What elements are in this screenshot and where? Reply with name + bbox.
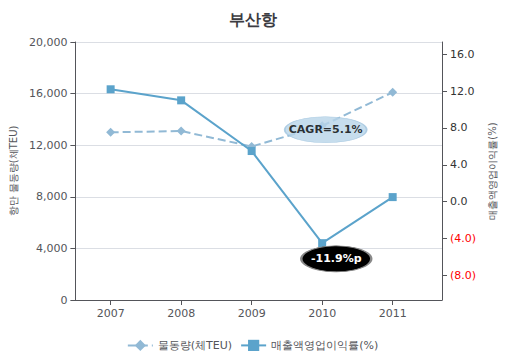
- svg-text:2008: 2008: [167, 307, 195, 320]
- svg-text:16.0: 16.0: [450, 48, 475, 61]
- svg-text:8,000: 8,000: [36, 190, 68, 203]
- svg-text:2009: 2009: [238, 307, 266, 320]
- svg-text:부산항: 부산항: [229, 10, 277, 29]
- svg-text:12.0: 12.0: [450, 85, 475, 98]
- svg-text:4,000: 4,000: [36, 242, 68, 255]
- svg-text:4.0: 4.0: [450, 158, 468, 171]
- svg-text:2010: 2010: [308, 307, 336, 320]
- svg-text:2011: 2011: [379, 307, 407, 320]
- svg-text:8.0: 8.0: [450, 121, 468, 134]
- svg-text:12,000: 12,000: [29, 139, 68, 152]
- svg-text:0: 0: [60, 294, 67, 307]
- svg-text:16,000: 16,000: [29, 87, 68, 100]
- svg-text:2007: 2007: [97, 307, 125, 320]
- svg-text:매출액영업이익률(%): 매출액영업이익률(%): [487, 122, 498, 219]
- svg-text:(8.0): (8.0): [450, 269, 476, 282]
- svg-text:(4.0): (4.0): [450, 232, 476, 245]
- svg-text:물동량(체TEU): 물동량(체TEU): [158, 339, 232, 352]
- svg-text:매출액영업이익률(%): 매출액영업이익률(%): [271, 339, 378, 352]
- svg-text:CAGR=5.1%: CAGR=5.1%: [289, 123, 363, 136]
- svg-text:-11.9%p: -11.9%p: [311, 252, 362, 265]
- svg-text:20,000: 20,000: [29, 36, 68, 49]
- svg-text:0.0: 0.0: [450, 195, 468, 208]
- svg-text:항만 물동량(체TEU): 항만 물동량(체TEU): [8, 126, 19, 217]
